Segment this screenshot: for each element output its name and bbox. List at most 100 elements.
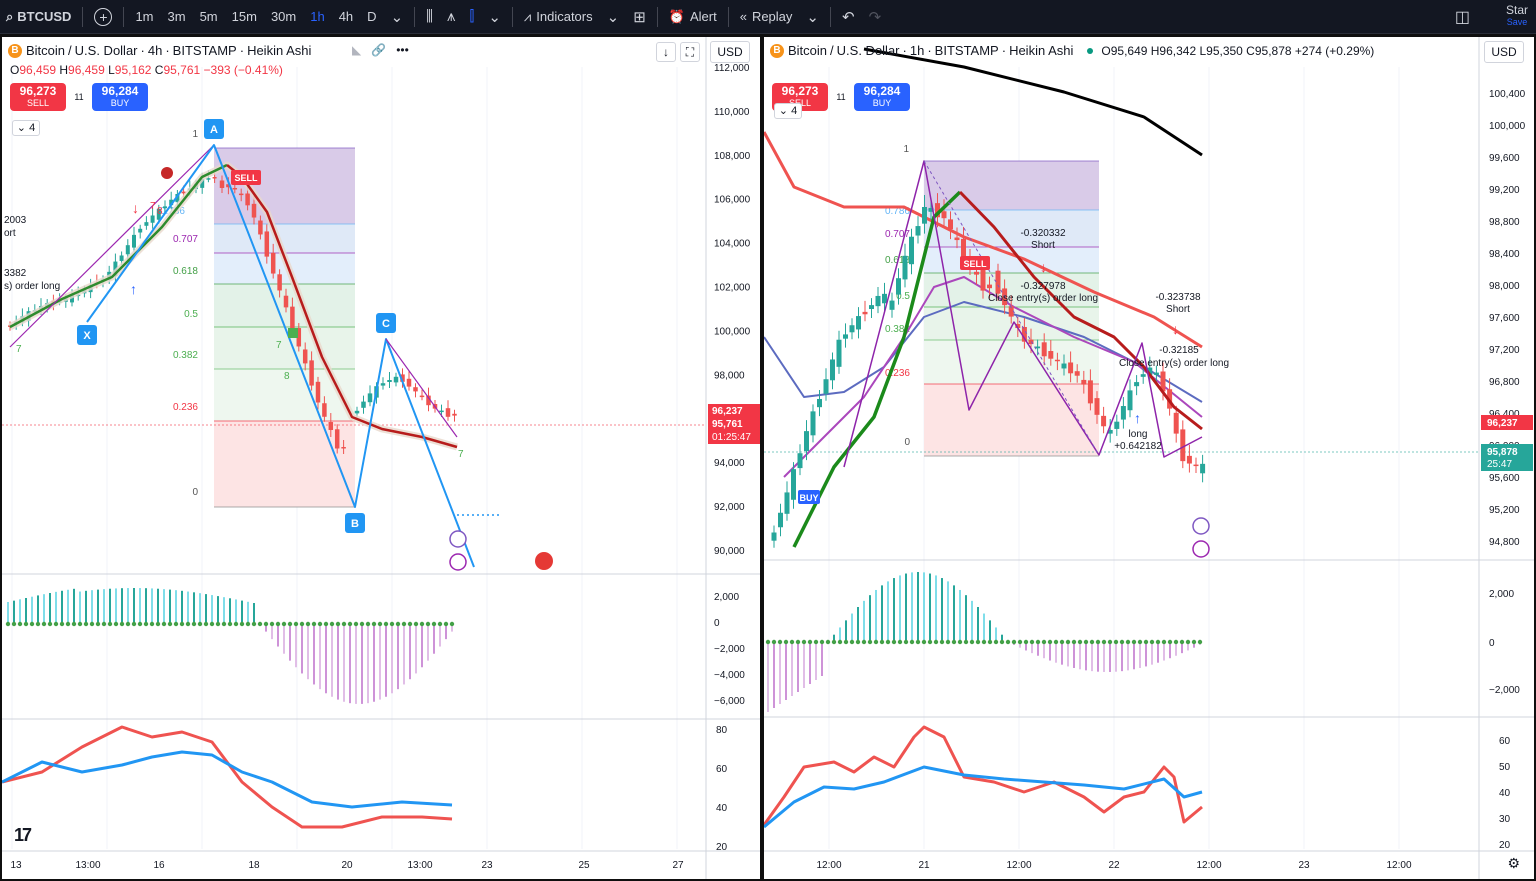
replay-button[interactable]: «Replay [739,9,793,24]
layout-split-icon[interactable]: ◫ [1454,9,1470,26]
fib-level-label: 0.5 [896,291,910,302]
macd-zero-dot [101,621,107,627]
right-collapse-indicators-button[interactable]: ⌄ 4 [774,103,802,119]
left-chart-canvas[interactable]: 10.7860.7070.6180.50.3820.2360XABCSELL20… [2,37,760,879]
macd-zero-dot [113,621,119,627]
candle [296,328,302,347]
price-axis-tick: 98,800 [1489,217,1520,228]
scroll-down-icon[interactable]: ↓ [656,42,676,62]
macd-zero-dot [41,621,47,627]
candle [778,512,783,528]
trade-annotation-value: -0.323738 [1155,292,1200,303]
templates-grid-icon[interactable]: ⊞ [633,8,646,26]
undo-icon[interactable]: ↶ [841,8,855,26]
interval-dropdown-chevron-icon[interactable]: ⌄ [390,8,404,26]
symbol-search-button[interactable]: ⌕ BTCUSD [6,8,72,25]
macd-zero-dot [897,639,903,645]
macd-zero-dot [365,621,371,627]
candle [413,387,418,392]
macd-zero-dot [903,639,909,645]
macd-zero-dot [347,621,353,627]
right-symbol-legend[interactable]: B Bitcoin / U.S. Dollar · 1h · BITSTAMP · He… [770,43,1374,58]
sequence-count-label: 7 [150,201,156,212]
left-collapse-indicators-button[interactable]: ⌄ 4 [12,120,40,136]
macd-zero-dot [341,621,347,627]
indicators-button[interactable]: ⩘ Indicators [523,8,593,25]
left-title-quote: U.S. Dollar [74,43,138,58]
chart-settings-gear-icon[interactable]: ⚙ [1507,855,1520,871]
divider [656,6,658,27]
interval-3m[interactable]: 3m [167,9,186,24]
left-symbol-legend[interactable]: B Bitcoin / U.S. Dollar · 4h · BITSTAMP · He… [8,43,311,58]
rsi-axis-tick: 40 [716,803,728,814]
macd-zero-dot [1065,639,1071,645]
interval-1h[interactable]: 1h [310,9,325,24]
macd-zero-dot [203,621,209,627]
candles-style-icon[interactable]: ⩚ [447,8,456,25]
link-icon[interactable]: 🔗 [371,43,387,57]
right-chart-canvas[interactable]: 10.7860.7070.6180.50.3820.2360-0.320332S… [764,37,1534,879]
macd-axis-tick: 0 [714,618,720,629]
left-chart-pane[interactable]: 1 0.786 0.707 0.618 0.5 0.382 0.236 0 X A B C SELL 20… [2,37,760,879]
compare-symbol-button[interactable]: + [87,0,119,34]
indicators-chevron-icon[interactable]: ⌄ [606,8,620,26]
bitcoin-logo-icon: B [8,43,22,58]
macd-zero-dot [143,621,149,627]
pattern-point-label: X [83,330,91,342]
candle [322,403,327,417]
interval-4h[interactable]: 4h [338,9,354,24]
candle [869,305,874,310]
macd-zero-dot [915,639,921,645]
candle [830,359,835,381]
candle [1048,351,1054,359]
interval-15m[interactable]: 15m [231,9,257,24]
fib-zone [924,247,1099,273]
left-sell-button[interactable]: 96,273 SELL [10,83,66,111]
interval-5m[interactable]: 5m [199,9,218,24]
chart-type-chevron-icon[interactable]: ⌄ [488,8,501,26]
right-currency-button[interactable]: USD [1484,41,1524,63]
left-spread: 11 [74,92,84,102]
heikin-ashi-style-icon[interactable]: ⫿ [469,8,475,25]
rsi-axis-tick: 60 [1499,736,1511,747]
redo-icon[interactable]: ↷ [868,8,882,26]
candle [836,339,842,367]
maximize-pane-icon[interactable]: ⛶ [680,42,700,62]
macd-axis-tick: −4,000 [714,670,745,681]
interval-1m[interactable]: 1m [135,9,154,24]
fib-level-label: 0.618 [173,266,198,277]
right-chart-pane[interactable]: 1 0.786 0.707 0.618 0.5 0.382 0.236 0 -0.320332 S… [764,37,1534,879]
pattern-line [843,160,1203,468]
time-axis-tick: 25 [578,860,590,871]
price-axis-tick: 95,200 [1489,505,1520,516]
left-buy-button[interactable]: 96,284 BUY [92,83,148,111]
fib-level-label: 0.707 [885,229,910,240]
left-currency-button[interactable]: USD [710,41,750,63]
fib-level-label: 0 [904,437,910,448]
macd-zero-dot [413,621,419,627]
save-layout-button[interactable]: Star Save [1505,3,1528,27]
interval-1d[interactable]: D [367,9,377,24]
macd-zero-dot [275,621,281,627]
flag-icon[interactable]: ◣ [352,43,362,57]
time-axis-tick: 13:00 [407,860,432,871]
candle [849,325,855,333]
bars-style-icon[interactable]: ⫼ [426,8,434,25]
macd-axis-tick: 2,000 [714,592,739,603]
alert-button[interactable]: ⏰ Alert [668,8,717,25]
candle [206,178,211,180]
candle [226,184,231,188]
rewind-icon: « [739,9,747,24]
price-axis-tick: 100,400 [1489,89,1526,100]
divider [123,6,125,27]
more-icon[interactable]: ••• [396,43,409,57]
macd-zero-dot [371,621,377,627]
macd-zero-dot [777,639,783,645]
time-axis-tick: 16 [153,860,165,871]
macd-zero-dot [383,621,389,627]
right-buy-button[interactable]: 96,284 BUY [854,83,910,111]
replay-chevron-icon[interactable]: ⌄ [806,8,819,26]
pattern-point-marker [77,325,97,345]
divider [829,6,831,27]
interval-30m[interactable]: 30m [270,9,297,24]
